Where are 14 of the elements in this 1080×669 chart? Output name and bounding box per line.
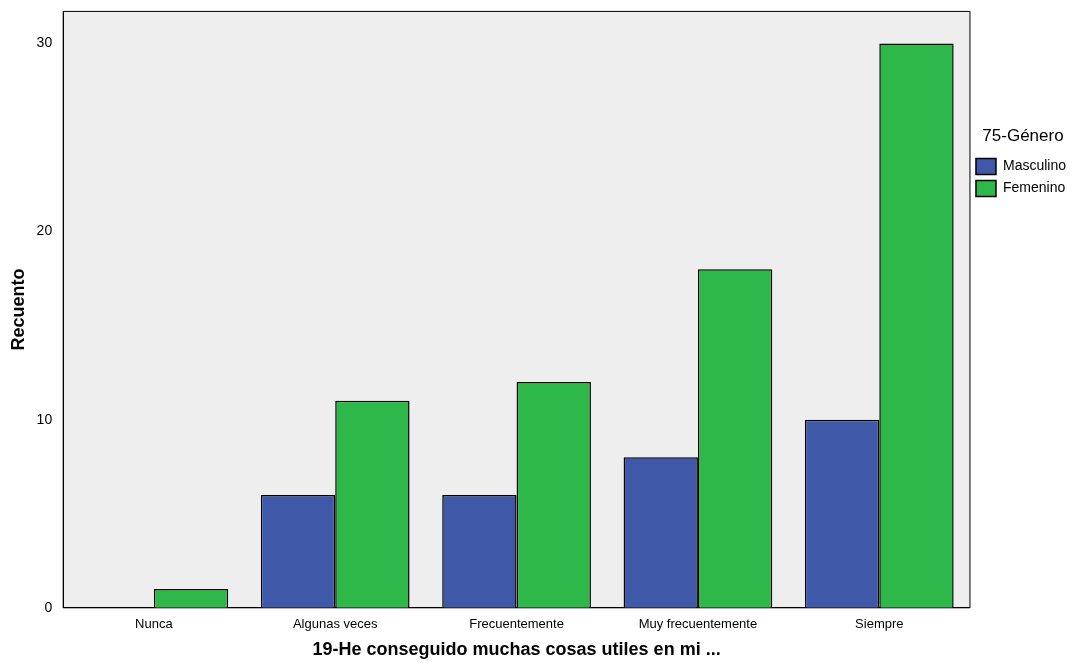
x-tick-label: Algunas veces (292, 616, 378, 632)
y-tick-label: 30 (36, 34, 53, 51)
x-axis-title: 19-He conseguido muchas cosas utiles en mi ... (312, 639, 721, 660)
legend-title: 75-Género (982, 126, 1064, 146)
legend-label: Femenino (1002, 179, 1066, 196)
x-tick-label: Frecuentemente (469, 616, 564, 632)
legend-label: Masculino (1002, 157, 1067, 174)
x-tick-label: Siempre (855, 616, 904, 632)
x-tick-label: Muy frecuentemente (638, 616, 758, 632)
x-tick-label: Nunca (135, 616, 174, 632)
y-tick-label: 10 (36, 410, 53, 427)
y-axis-title: Recuento (7, 268, 28, 351)
y-tick-label: 0 (44, 598, 53, 615)
y-tick-label: 20 (36, 222, 53, 239)
